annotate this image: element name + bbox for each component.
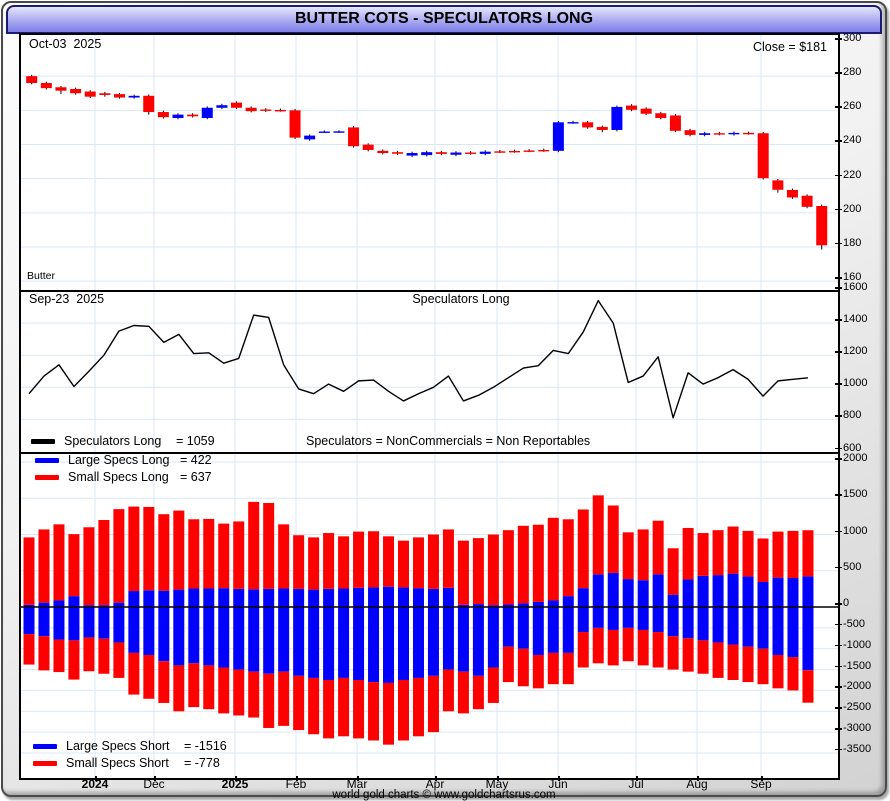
price-axis-tick: 280: [834, 66, 862, 79]
price-axis-tick: 240: [834, 134, 862, 147]
x-axis-tick: [636, 776, 638, 781]
legend-value: = -1516: [184, 739, 227, 753]
line-axis-tick: 1200: [834, 345, 868, 358]
bars-axis-tick: -1000: [834, 638, 872, 651]
legend-label: Large Specs Long: [68, 453, 170, 467]
close-price-label: Close = $181: [752, 40, 827, 54]
bars-axis-tick: -3000: [834, 722, 872, 735]
line-axis-tick: 1000: [834, 377, 868, 390]
x-axis-label-may: May: [485, 777, 509, 791]
bars-axis-tick: -3500: [834, 742, 872, 755]
legend-value: = -778: [184, 756, 220, 770]
title-bar: BUTTER COTS - SPECULATORS LONG: [6, 5, 882, 34]
x-axis-label-jul: Jul: [628, 777, 644, 791]
bars-axis-tick: 1000: [834, 524, 868, 537]
price-axis-tick: 180: [834, 236, 862, 249]
speculators-note: Speculators = NonCommercials = Non Repor…: [306, 434, 591, 448]
x-axis-tick: [697, 776, 699, 781]
bars-axis-tick: 500: [834, 560, 862, 573]
price-axis-tick: 160: [834, 271, 862, 284]
speculators-long-swatch: [31, 438, 55, 444]
price-axis-tick: 220: [834, 168, 862, 181]
line-axis-tick: 1600: [834, 281, 868, 293]
bars-axis-tick: 2000: [834, 452, 868, 464]
x-axis-tick: [235, 776, 237, 781]
line-axis-tick: 800: [834, 409, 862, 422]
x-axis-tick: [435, 776, 437, 781]
bars-axis-tick: -1500: [834, 659, 872, 672]
x-axis-label-2025: 2025: [221, 777, 249, 791]
bars-axis-tick: -2500: [834, 701, 872, 714]
x-axis-tick: [95, 776, 97, 781]
price-axis-tick: 300: [834, 32, 862, 44]
small-specs-short-swatch: [33, 760, 57, 766]
instrument-label: Butter: [27, 270, 56, 282]
specs-stacked-bars-panel: [21, 454, 838, 778]
price-axis-tick: 260: [834, 100, 862, 113]
price-axis-tick: 200: [834, 202, 862, 215]
legend-label: Small Specs Short: [66, 756, 169, 770]
large-specs-short-swatch: [33, 743, 57, 749]
legend-value: = 1059: [176, 434, 215, 448]
x-axis-tick: [296, 776, 298, 781]
speculators-long-line-panel: [21, 292, 838, 454]
large-specs-long-swatch: [35, 457, 59, 463]
bars-axis-tick: -500: [834, 617, 866, 630]
x-axis-label-feb: Feb: [285, 777, 307, 791]
legend-small-specs-long: Small Specs Long = 637: [35, 470, 212, 484]
x-axis-tick: [761, 776, 763, 781]
page-title: BUTTER COTS - SPECULATORS LONG: [294, 10, 594, 27]
price-candlestick-panel: [21, 35, 838, 292]
x-axis-label-jun: Jun: [548, 777, 568, 791]
legend-value: = 422: [180, 453, 212, 467]
legend-large-specs-long: Large Specs Long = 422: [35, 453, 212, 467]
x-axis-tick: [154, 776, 156, 781]
x-axis-label-2024: 2024: [81, 777, 109, 791]
legend-label: Small Specs Long: [68, 470, 169, 484]
x-axis-label-aug: Aug: [686, 777, 708, 791]
line-axis-tick: 600: [834, 441, 862, 454]
line-axis-tick: 1400: [834, 313, 868, 326]
legend-large-specs-short: Large Specs Short = -1516: [33, 739, 227, 753]
bars-axis-tick: 0: [834, 597, 850, 609]
price-date-label: Oct-03 2025: [29, 37, 102, 51]
x-axis-tick: [357, 776, 359, 781]
bars-axis-tick: 1500: [834, 488, 868, 501]
legend-speculators-long: Speculators Long = 1059: [31, 434, 215, 448]
x-axis-tick: [497, 776, 499, 781]
line-panel-title: Speculators Long: [412, 292, 510, 306]
legend-small-specs-short: Small Specs Short = -778: [33, 756, 220, 770]
x-axis-label-dec: Dec: [143, 777, 165, 791]
legend-label: Large Specs Short: [66, 739, 170, 753]
legend-label: Speculators Long: [64, 434, 162, 448]
x-axis-label-apr: Apr: [425, 777, 445, 791]
x-axis-tick: [558, 776, 560, 781]
x-axis-label-sep: Sep: [750, 777, 772, 791]
bars-axis-tick: -2000: [834, 680, 872, 693]
plot-area: [19, 33, 840, 780]
cot-date-label: Sep-23 2025: [29, 292, 105, 306]
small-specs-long-swatch: [35, 474, 59, 480]
footer-credit: world gold charts © www.goldchartsrus.co…: [332, 789, 556, 801]
x-axis-label-mar: Mar: [346, 777, 368, 791]
legend-value: = 637: [180, 470, 212, 484]
